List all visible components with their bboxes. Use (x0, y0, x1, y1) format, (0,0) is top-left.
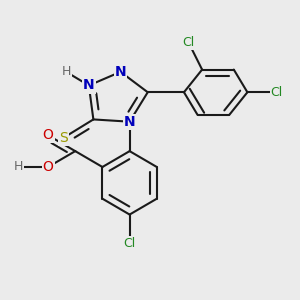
Text: H: H (14, 160, 23, 173)
Text: H: H (61, 65, 71, 78)
Text: O: O (43, 128, 53, 142)
Text: O: O (43, 160, 53, 174)
Text: S: S (60, 130, 68, 145)
Text: Cl: Cl (182, 36, 195, 49)
Text: N: N (115, 65, 126, 79)
Text: N: N (124, 115, 135, 129)
Text: N: N (83, 78, 95, 92)
Text: Cl: Cl (124, 238, 136, 250)
Text: Cl: Cl (271, 86, 283, 99)
